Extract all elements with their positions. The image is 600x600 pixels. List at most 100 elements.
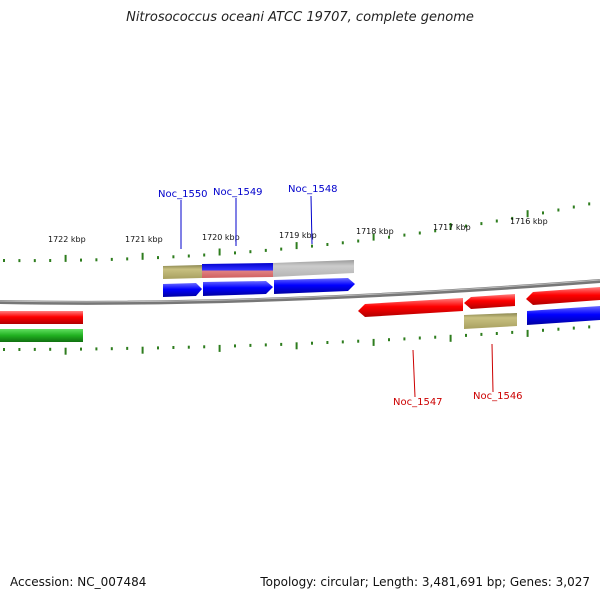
scale-tick-major xyxy=(526,210,529,218)
scale-tick-minor xyxy=(388,338,390,342)
scale-tick-minor xyxy=(110,257,113,261)
scale-tick-minor xyxy=(172,255,175,259)
scale-tick-minor xyxy=(187,254,190,258)
gene-label-noc1546[interactable]: Noc_1546 xyxy=(473,391,523,402)
scale-tick-minor xyxy=(264,343,267,347)
scale-tick-minor xyxy=(311,244,313,248)
scale-tick-minor xyxy=(95,258,98,262)
gene-arrow[interactable] xyxy=(203,281,273,296)
scale-tick-minor xyxy=(418,336,421,340)
scale-label: 1716 kbp xyxy=(510,217,548,226)
scale-label: 1722 kbp xyxy=(48,235,86,244)
scale-tick-minor xyxy=(249,250,252,254)
scale-tick-minor xyxy=(557,327,560,331)
scale-tick-major xyxy=(372,233,375,241)
scale-tick-minor xyxy=(495,219,498,223)
scale-tick-minor xyxy=(172,346,175,349)
scale-tick-minor xyxy=(110,347,113,351)
scale-label: 1720 kbp xyxy=(202,233,240,242)
scale-tick-minor xyxy=(465,224,467,228)
scale-tick-minor xyxy=(187,345,190,349)
scale-ticks-forward xyxy=(3,202,591,263)
gene-arrow[interactable] xyxy=(163,283,202,297)
scale-tick-major xyxy=(526,329,529,337)
scale-tick-minor xyxy=(357,239,360,243)
scale-tick-minor xyxy=(3,348,5,351)
scale-tick-minor xyxy=(572,205,575,209)
scale-tick-minor xyxy=(357,339,360,343)
reverse-features-inner xyxy=(0,287,600,324)
gene-feature[interactable] xyxy=(464,313,517,329)
gene-arrow[interactable] xyxy=(358,298,463,317)
scale-tick-minor xyxy=(18,259,21,263)
forward-features-inner xyxy=(163,278,355,297)
scale-tick-minor xyxy=(465,333,467,337)
gene-arrow[interactable] xyxy=(464,294,515,309)
scale-tick-minor xyxy=(495,332,498,335)
scale-tick-minor xyxy=(511,330,514,334)
scale-tick-major xyxy=(295,342,298,350)
scale-tick-major xyxy=(64,254,67,262)
scale-tick-minor xyxy=(341,340,344,344)
forward-features-outer xyxy=(163,260,354,279)
gene-label-noc1548[interactable]: Noc_1548 xyxy=(288,184,338,195)
scale-label: 1718 kbp xyxy=(356,227,394,236)
gene-arrow[interactable] xyxy=(0,311,83,324)
gene-label-noc1547[interactable]: Noc_1547 xyxy=(393,397,443,408)
gene-feature[interactable] xyxy=(202,263,273,278)
scale-tick-minor xyxy=(572,326,575,330)
scale-tick-minor xyxy=(18,348,21,351)
scale-tick-minor xyxy=(326,243,329,246)
scale-tick-major xyxy=(449,334,452,342)
scale-tick-minor xyxy=(126,257,129,261)
scale-tick-minor xyxy=(264,248,267,252)
gene-label-noc1549[interactable]: Noc_1549 xyxy=(213,187,263,198)
scale-tick-minor xyxy=(33,347,36,351)
scale-tick-minor xyxy=(557,208,560,212)
scale-tick-minor xyxy=(542,328,544,332)
scale-label: 1719 kbp xyxy=(279,231,317,240)
scale-tick-major xyxy=(449,223,452,230)
scale-tick-minor xyxy=(234,251,236,255)
reverse-features-outer xyxy=(0,306,600,342)
genome-backbone-highlight xyxy=(0,279,600,303)
gene-feature[interactable] xyxy=(163,265,202,279)
scale-tick-minor xyxy=(480,222,483,226)
scale-tick-minor xyxy=(249,343,252,347)
scale-tick-minor xyxy=(280,342,283,346)
scale-tick-major xyxy=(218,248,221,256)
scale-tick-minor xyxy=(480,332,483,336)
scale-tick-minor xyxy=(234,344,236,348)
gene-arrow[interactable] xyxy=(527,306,600,325)
scale-tick-minor xyxy=(588,202,591,206)
scale-tick-minor xyxy=(418,231,421,235)
map-title: Nitrosococcus oceani ATCC 19707, complet… xyxy=(126,10,474,25)
scale-tick-minor xyxy=(280,247,283,251)
gene-callouts xyxy=(180,195,494,398)
scale-labels: 1722 kbp 1721 kbp 1720 kbp 1719 kbp 1718… xyxy=(48,217,548,244)
scale-tick-minor xyxy=(311,341,313,345)
scale-tick-minor xyxy=(80,258,82,262)
gene-feature[interactable] xyxy=(0,329,83,342)
scale-tick-major xyxy=(218,344,221,352)
scale-tick-minor xyxy=(388,235,390,239)
scale-tick-minor xyxy=(95,347,98,351)
scale-tick-minor xyxy=(126,346,129,350)
scale-tick-minor xyxy=(326,341,329,344)
accession-text: Accession: NC_007484 xyxy=(10,575,147,589)
gene-feature[interactable] xyxy=(273,260,354,277)
scale-tick-minor xyxy=(80,347,82,351)
scale-tick-minor xyxy=(203,345,206,349)
gene-arrow[interactable] xyxy=(526,287,600,305)
scale-tick-minor xyxy=(203,253,206,257)
scale-tick-major xyxy=(141,252,144,260)
scale-tick-major xyxy=(372,338,375,346)
scale-tick-minor xyxy=(511,216,514,220)
genome-backbone xyxy=(0,279,600,305)
scale-label: 1717 kbp xyxy=(433,223,471,232)
gene-arrow[interactable] xyxy=(274,278,355,294)
scale-tick-minor xyxy=(403,233,406,237)
scale-label: 1721 kbp xyxy=(125,235,163,244)
gene-label-noc1550[interactable]: Noc_1550 xyxy=(158,189,208,200)
